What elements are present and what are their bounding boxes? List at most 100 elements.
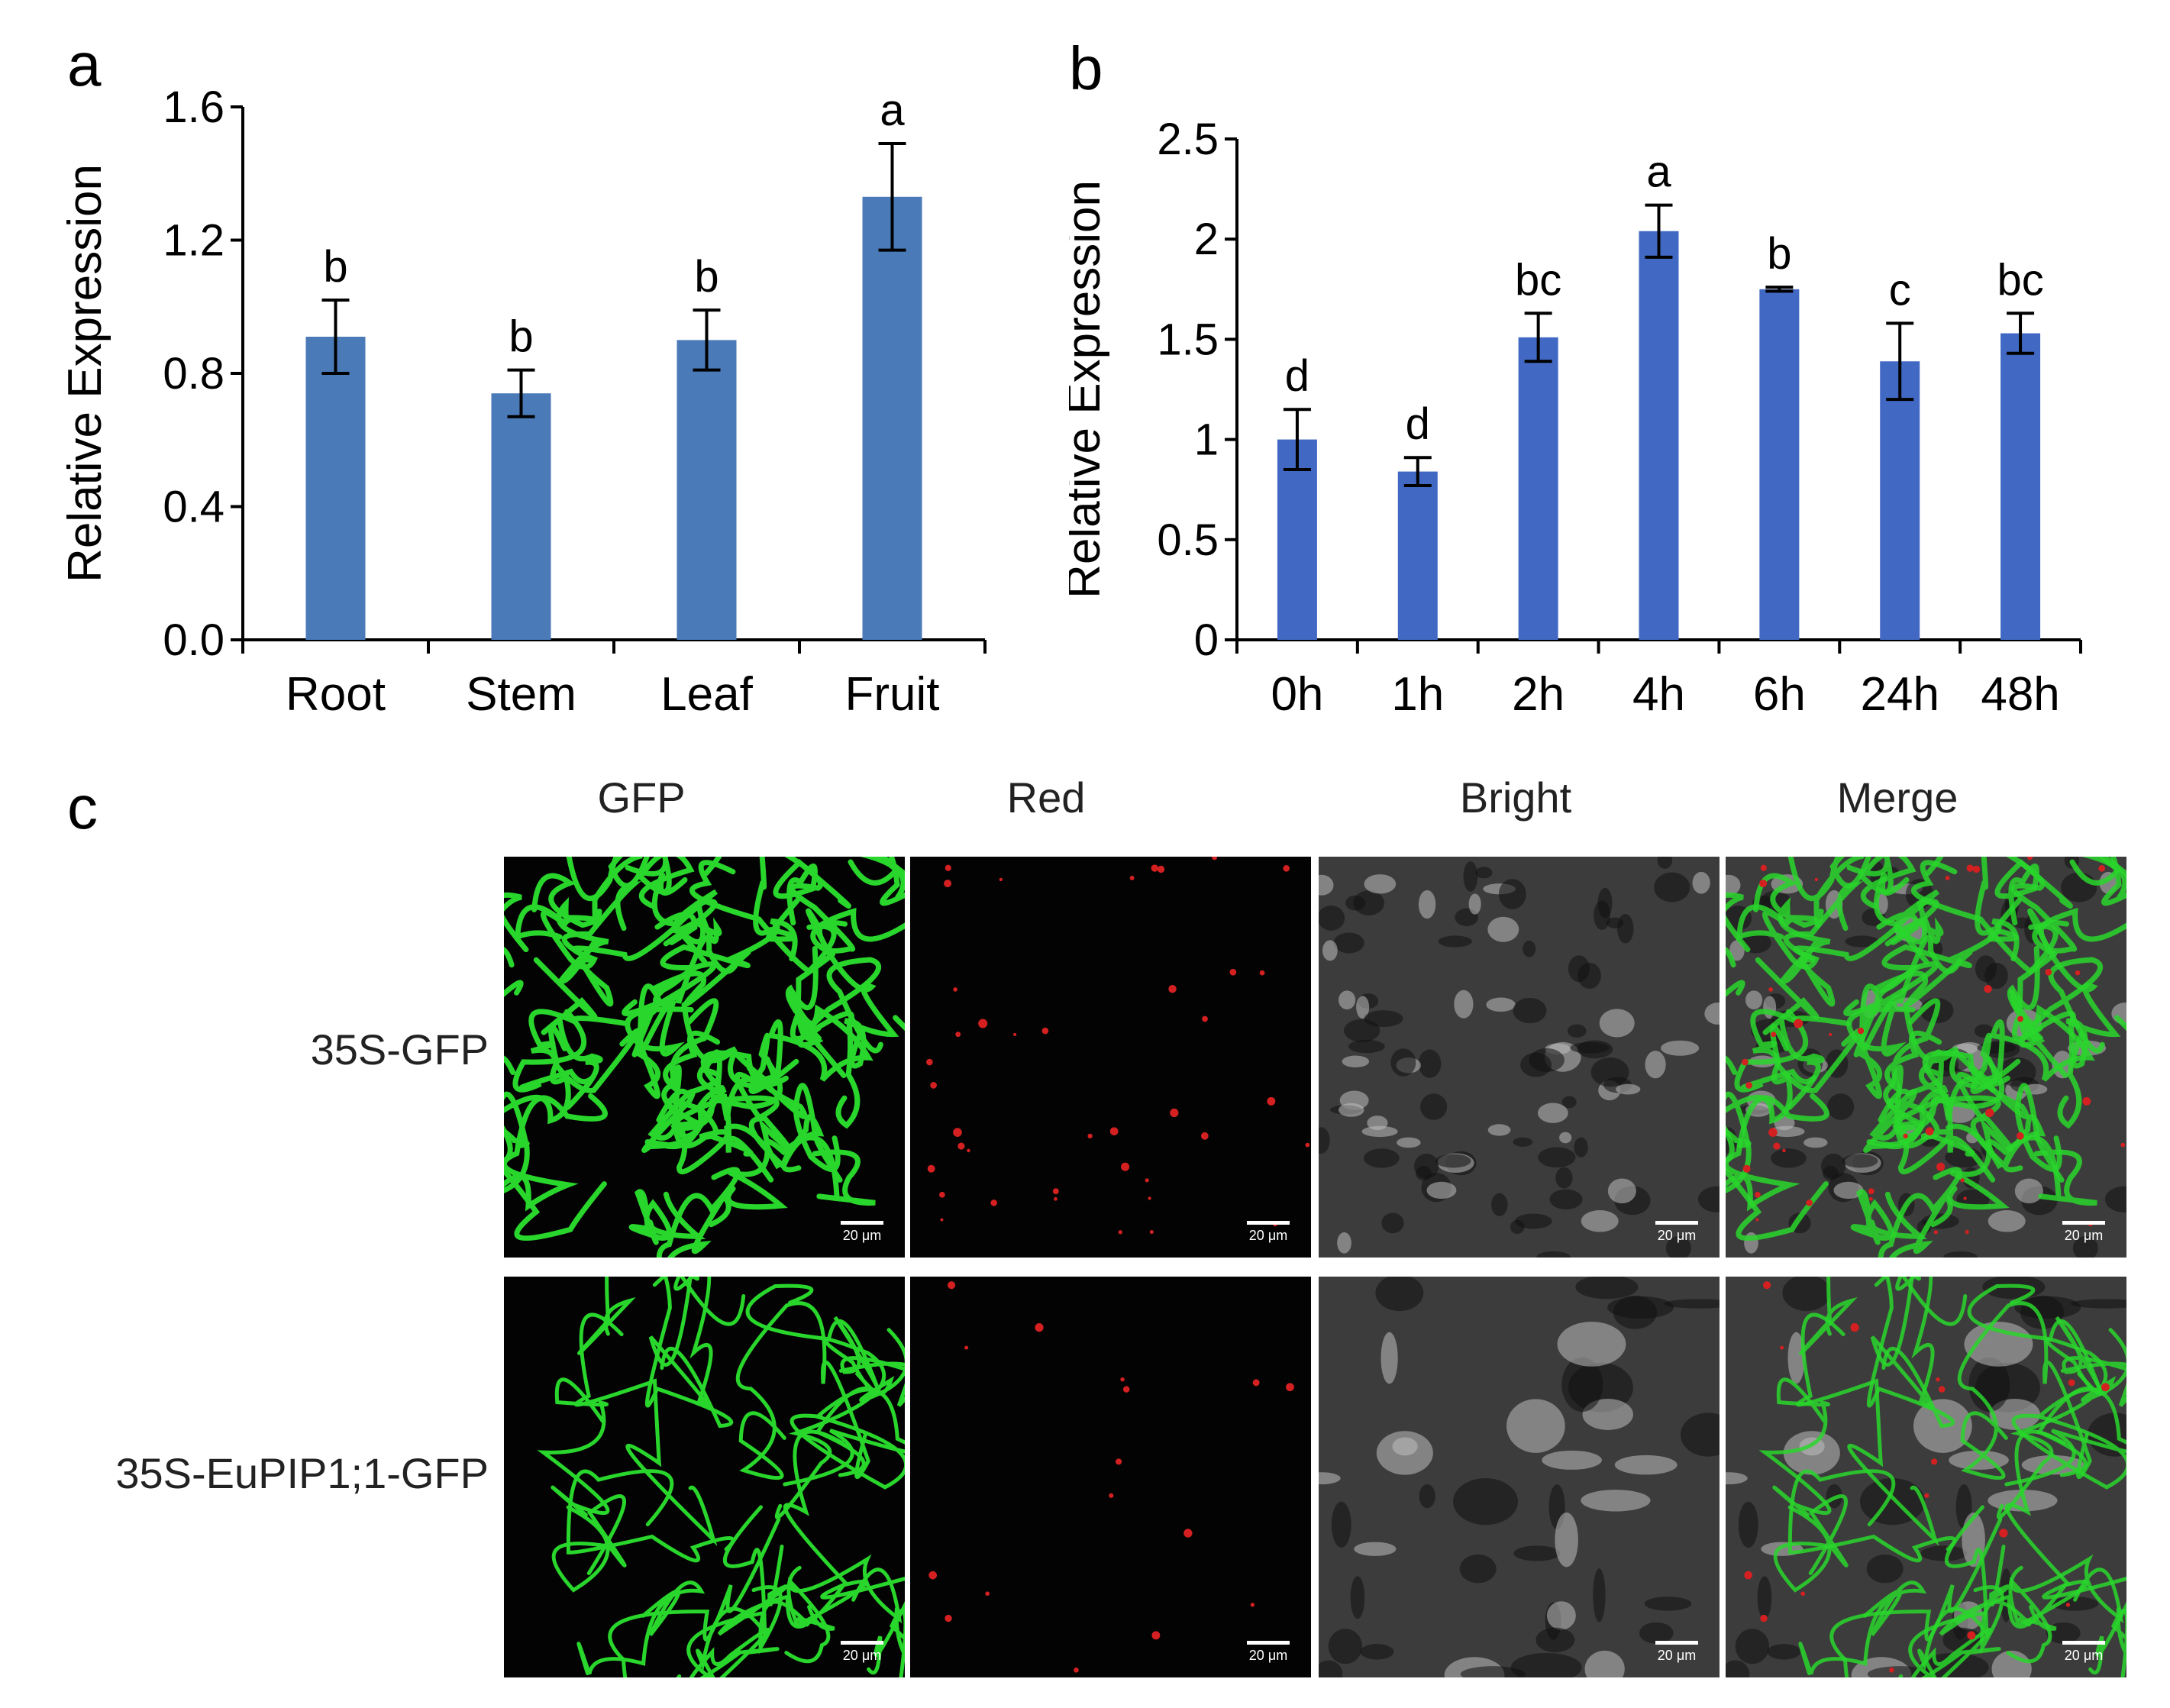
red-signal-dot bbox=[2027, 857, 2033, 860]
red-signal-dot bbox=[1869, 1196, 1873, 1201]
bar bbox=[677, 340, 737, 640]
gfp-signal bbox=[2007, 945, 2044, 1042]
micrograph-image bbox=[1726, 1277, 2126, 1677]
bar bbox=[2000, 333, 2041, 640]
red-signal-dot bbox=[1074, 1667, 1079, 1673]
gfp-signal bbox=[689, 860, 837, 975]
red-signal-dot bbox=[2101, 1383, 2110, 1392]
bright-field-texture bbox=[1319, 1127, 1330, 1154]
panel-letter-a: a bbox=[67, 31, 102, 98]
bright-field-texture bbox=[2014, 1178, 2043, 1204]
gfp-signal bbox=[1996, 1328, 2126, 1519]
micrograph-bright-row-2: 20 μm bbox=[1319, 1277, 1720, 1677]
red-signal-dot bbox=[1999, 1529, 2008, 1538]
gfp-signal bbox=[784, 1554, 903, 1664]
gfp-signal bbox=[1910, 860, 2059, 975]
scale-bar-label: 20 μm bbox=[842, 1228, 882, 1243]
bright-field-texture bbox=[1787, 1332, 1805, 1384]
bright-field-texture bbox=[1364, 874, 1397, 894]
x-tick-label: 2h bbox=[1512, 668, 1565, 721]
bright-field-texture bbox=[1338, 990, 1356, 1010]
significance-letter: bc bbox=[1997, 255, 2043, 305]
red-signal-dot bbox=[1229, 968, 1237, 976]
gfp-signal bbox=[1846, 857, 1917, 909]
scale-bar: 20 μm bbox=[1655, 1221, 1698, 1244]
gfp-signal bbox=[504, 1024, 571, 1193]
gfp-signal bbox=[1787, 1469, 1957, 1563]
red-signal-dot bbox=[2016, 1132, 2024, 1140]
gfp-signal bbox=[735, 1301, 870, 1480]
bright-field-texture bbox=[1582, 1398, 1633, 1430]
gfp-signal bbox=[622, 935, 741, 1099]
red-signal-dot bbox=[1286, 1383, 1294, 1392]
bright-field-texture bbox=[1338, 1103, 1364, 1117]
gfp-signal bbox=[783, 1429, 905, 1600]
red-signal-dot bbox=[1120, 1377, 1125, 1382]
bright-field-texture bbox=[1523, 940, 1536, 957]
micrograph-gfp-row-1: 20 μm bbox=[504, 857, 905, 1258]
micrograph-image bbox=[504, 857, 905, 1258]
x-tick-label: Stem bbox=[466, 668, 576, 721]
column-label-merge: Merge bbox=[1836, 773, 1958, 822]
gfp-signal bbox=[2004, 1387, 2126, 1490]
x-tick-label: Root bbox=[286, 668, 386, 721]
red-signal-dot bbox=[1116, 1458, 1122, 1465]
red-signal-dot bbox=[1121, 1162, 1130, 1171]
red-signal-dot bbox=[1773, 1142, 1781, 1150]
bright-field-texture bbox=[2070, 1299, 2126, 1309]
bar bbox=[1639, 231, 1679, 641]
gfp-signal bbox=[654, 889, 722, 945]
y-tick-label: 2.5 bbox=[1157, 115, 1219, 164]
bright-field-texture bbox=[1663, 1299, 1720, 1309]
bright-field-texture bbox=[1419, 1484, 1435, 1509]
red-signal-dot bbox=[1972, 865, 1981, 873]
red-signal-dot bbox=[1151, 864, 1158, 872]
gfp-signal bbox=[800, 1010, 861, 1129]
gfp-signal bbox=[1949, 1048, 2046, 1173]
red-signal-dot bbox=[1145, 1178, 1149, 1183]
bright-field-texture bbox=[1375, 1277, 1424, 1312]
bright-field-texture bbox=[1726, 1660, 1750, 1677]
red-signal-dot bbox=[1966, 864, 1974, 872]
gfp-signal bbox=[1946, 1123, 2097, 1206]
red-signal-dot bbox=[1782, 1148, 1786, 1153]
bright-field-texture bbox=[1989, 1398, 2040, 1430]
bright-field-texture bbox=[1661, 1040, 1700, 1056]
red-signal-dot bbox=[1829, 1032, 1833, 1036]
red-signal-dot bbox=[1157, 865, 1165, 873]
red-signal-dot bbox=[1252, 1379, 1260, 1387]
bright-field-texture bbox=[1644, 1597, 1692, 1611]
gfp-signal bbox=[893, 1015, 905, 1032]
y-tick-label: 0.4 bbox=[163, 483, 224, 532]
bright-field-texture bbox=[1555, 1513, 1578, 1568]
red-signal-dot bbox=[1771, 1032, 1777, 1038]
bar bbox=[862, 196, 922, 641]
gfp-signal bbox=[648, 1277, 713, 1410]
gfp-signal bbox=[1957, 1301, 2092, 1480]
gfp-signal bbox=[531, 873, 609, 984]
gfp-signal bbox=[677, 1089, 774, 1183]
red-signal-dot bbox=[1945, 875, 1950, 880]
red-signal-dot bbox=[1109, 1127, 1119, 1136]
bright-field-texture bbox=[1617, 913, 1634, 944]
bright-field-texture bbox=[1845, 935, 1879, 948]
gfp-signal bbox=[860, 857, 905, 906]
bright-field-texture bbox=[2072, 1235, 2098, 1258]
bright-field-texture bbox=[1738, 1501, 1758, 1548]
red-signal-dot bbox=[1052, 1188, 1059, 1195]
gfp-signal bbox=[1726, 1127, 1752, 1148]
bright-field-texture bbox=[1975, 955, 1997, 983]
red-signal-dot bbox=[928, 1571, 938, 1580]
gfp-signal bbox=[1968, 989, 2095, 1119]
bright-field-texture bbox=[1487, 1124, 1511, 1136]
gfp-signal bbox=[1843, 935, 1962, 1099]
red-signal-dot bbox=[1118, 1230, 1122, 1235]
gfp-signal bbox=[533, 957, 603, 1110]
bright-field-texture bbox=[1820, 1154, 1846, 1179]
bright-field-texture bbox=[2061, 872, 2097, 902]
scale-bar-label: 20 μm bbox=[1248, 1228, 1288, 1243]
x-tick-label: 4h bbox=[1632, 668, 1685, 721]
significance-letter: b bbox=[323, 242, 347, 292]
red-signal-dot bbox=[2120, 1142, 2126, 1148]
bright-field-texture bbox=[1657, 857, 1673, 869]
